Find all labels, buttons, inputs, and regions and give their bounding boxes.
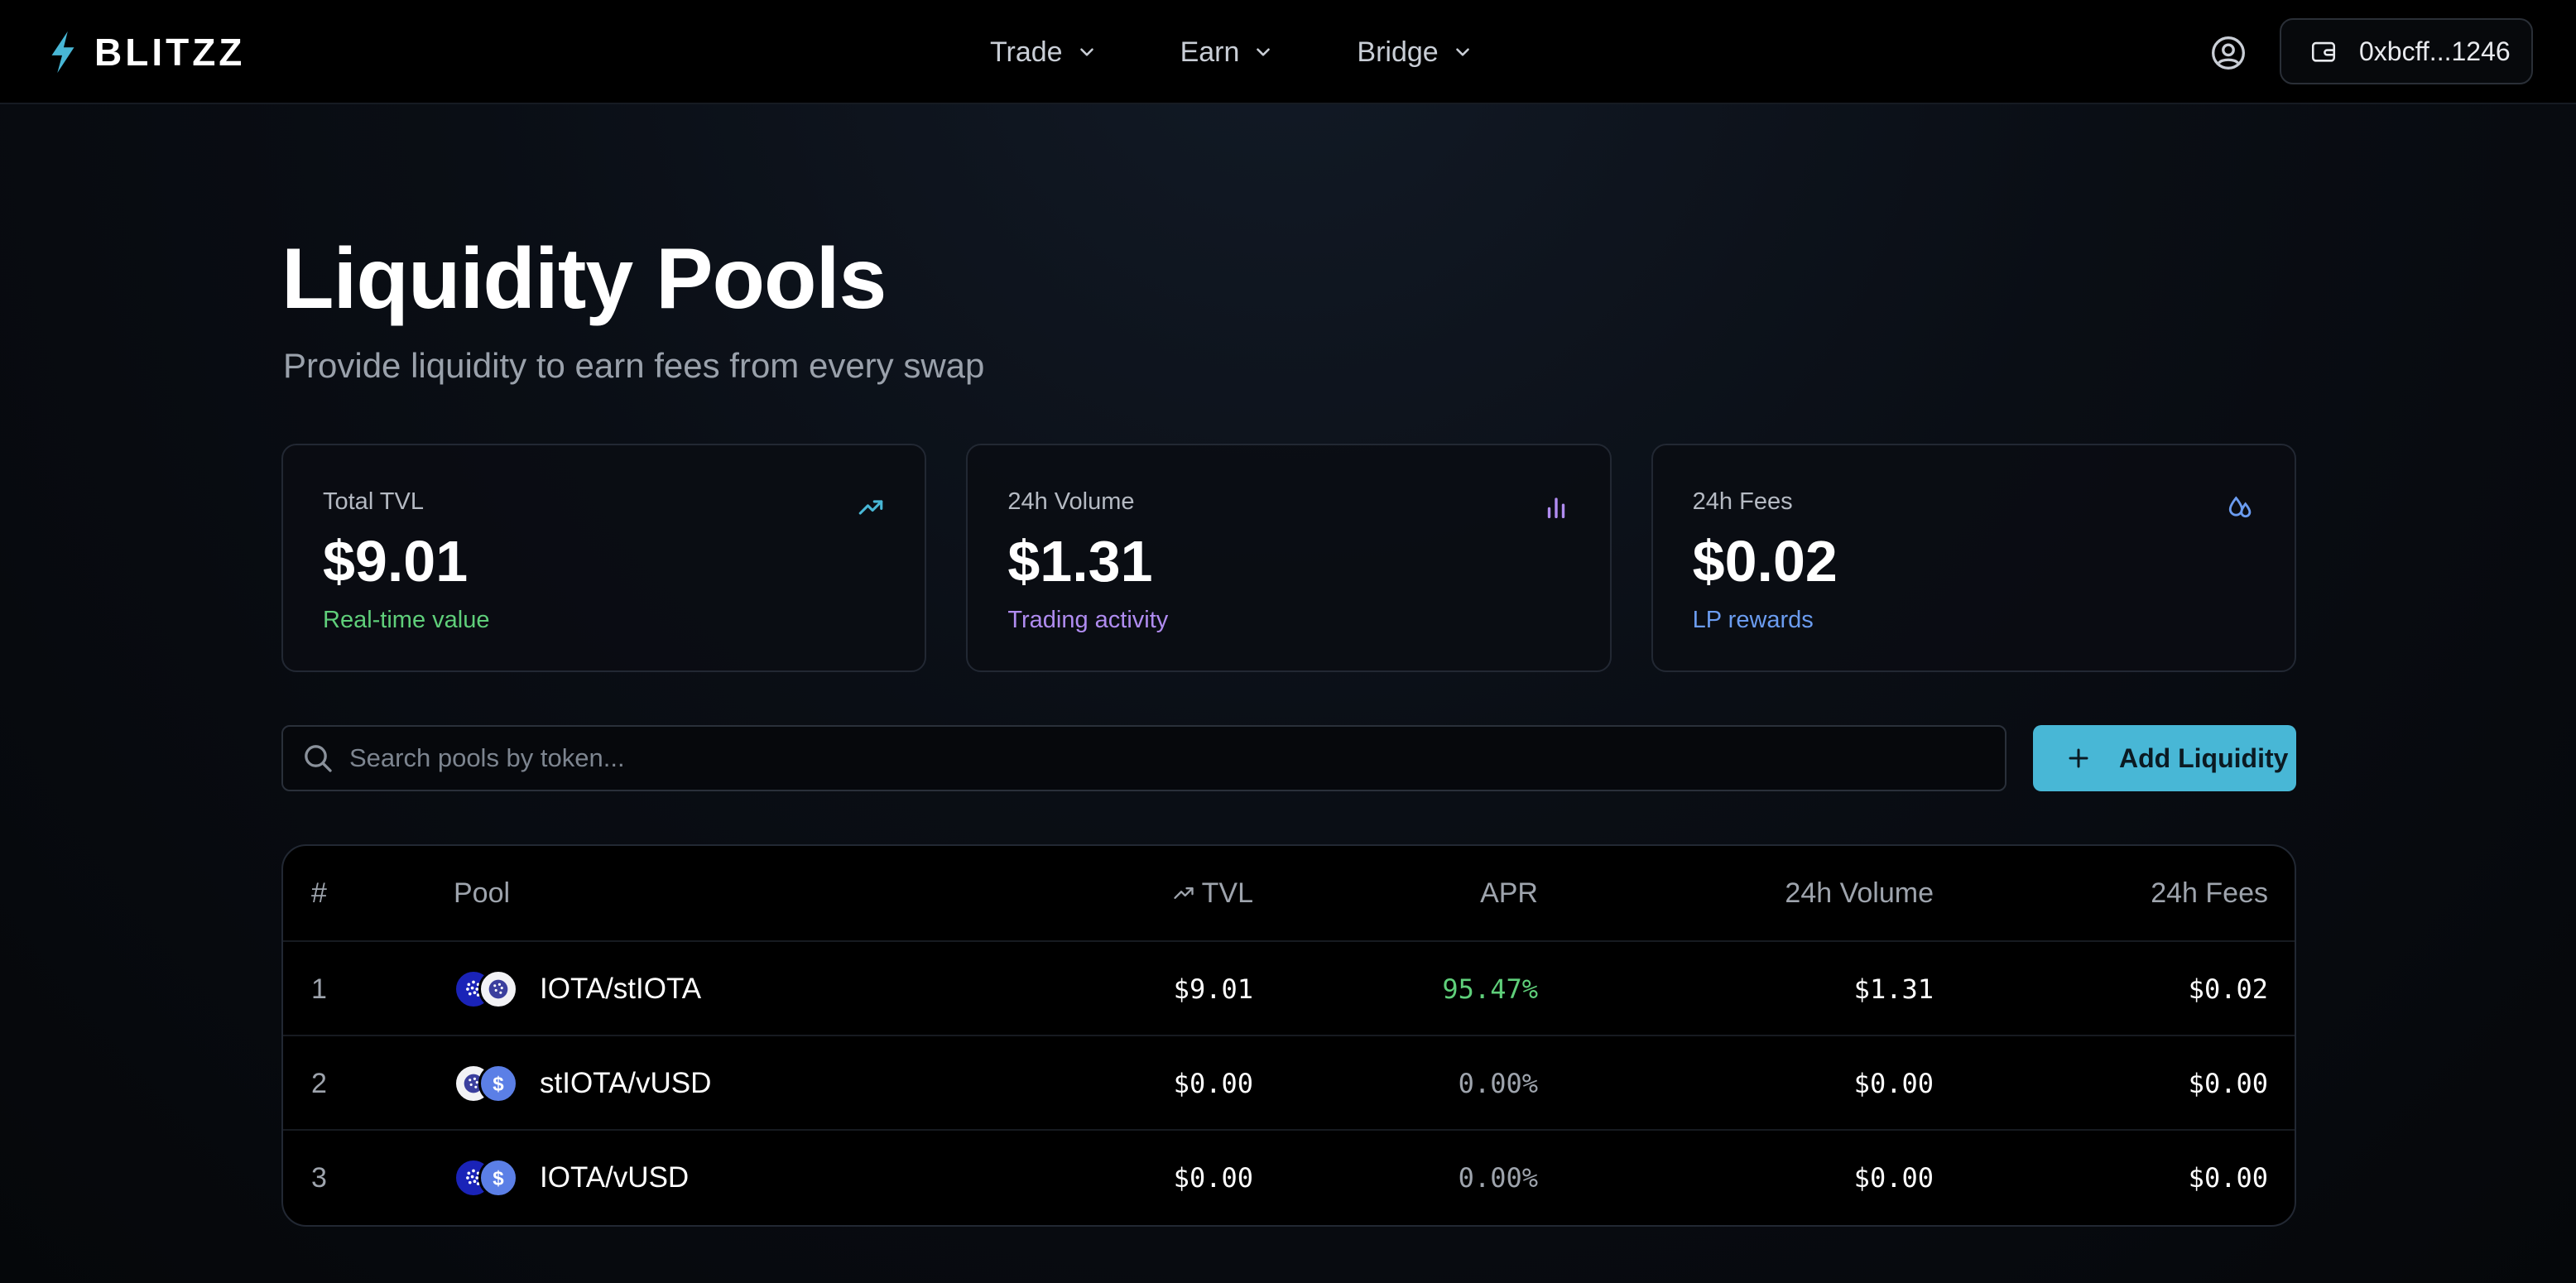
top-navbar: BLITZZ Trade Earn Bridge 0xbcff...1246 [0,0,2576,104]
apr-value: 0.00% [1458,1162,1538,1194]
table-row[interactable]: 2 $ stIOTA/vUSD $0.00 0.00% $0.00 $0.00 [283,1035,2295,1129]
search-bar [281,725,2006,791]
pool-token-icons: $ [454,1157,523,1199]
nav-bridge[interactable]: Bridge [1357,36,1473,69]
svg-text:$: $ [493,1074,504,1096]
main-nav: Trade Earn Bridge [990,30,1556,74]
stat-value: $1.31 [1007,529,1153,593]
col-header-pool[interactable]: Pool [454,877,511,909]
search-input[interactable] [349,733,1922,783]
fees-value: $0.00 [2188,1162,2268,1194]
brand-logo[interactable]: BLITZZ [46,28,245,76]
tvl-value: $0.00 [1173,1162,1253,1194]
apr-value: 0.00% [1458,1068,1538,1099]
stat-label: Total TVL [323,488,424,515]
stat-card-volume: 24h Volume $1.31 Trading activity [966,444,1612,672]
vusd-token-icon: $ [478,1158,518,1198]
tvl-value: $0.00 [1173,1068,1253,1099]
stat-card-fees: 24h Fees $0.02 LP rewards [1651,444,2296,672]
volume-value: $0.00 [1853,1162,1934,1194]
stat-value: $9.01 [323,529,469,593]
brand-name: BLITZZ [94,31,246,74]
page-title: Liquidity Pools [281,231,887,327]
stat-label: 24h Volume [1007,488,1135,515]
add-liquidity-button[interactable]: Add Liquidity [2033,725,2296,791]
nav-trade[interactable]: Trade [990,36,1098,69]
page-subtitle: Provide liquidity to earn fees from ever… [283,346,985,385]
svg-text:$: $ [493,1168,504,1190]
vusd-token-icon: $ [478,1064,518,1103]
stat-label: 24h Fees [1692,488,1793,515]
col-header-num: # [311,877,327,909]
nav-bridge-label: Bridge [1357,36,1439,68]
wallet-icon [2311,41,2336,62]
stat-note: Real-time value [323,607,490,633]
add-liquidity-label: Add Liquidity [2119,742,2289,773]
stat-card-tvl: Total TVL $9.01 Real-time value [281,444,927,672]
user-circle-icon [2212,36,2245,70]
col-header-apr[interactable]: APR [1480,877,1538,909]
droplets-icon [2228,496,2252,518]
apr-value: 95.47% [1442,973,1538,1005]
nav-trade-label: Trade [990,36,1063,68]
stat-note: Trading activity [1007,607,1169,633]
pool-token-icons: $ [454,1063,523,1104]
pool-name: stIOTA/vUSD [540,1067,712,1099]
table-row[interactable]: 3 $ IOTA/vUSD $0.00 0.00% $0.00 $0.00 [283,1129,2295,1223]
nav-earn-label: Earn [1180,36,1240,68]
wallet-button[interactable]: 0xbcff...1246 [2280,18,2533,84]
table-header: # Pool TVL APR 24h Volume 24h Fees [283,846,2295,940]
stat-note: LP rewards [1692,607,1814,633]
pool-cell: $ IOTA/vUSD [454,1131,689,1225]
chevron-down-icon [1079,48,1093,56]
stats-cards: Total TVL $9.01 Real-time value 24h Volu… [281,444,2296,672]
trending-up-icon [1173,887,1194,899]
col-header-volume[interactable]: 24h Volume [1785,877,1934,909]
tvl-value: $9.01 [1173,973,1253,1005]
plus-icon [2069,748,2088,768]
chevron-down-icon [1455,48,1469,56]
volume-value: $1.31 [1853,973,1934,1005]
trending-up-icon [859,500,883,515]
pool-cell: IOTA/stIOTA [454,942,701,1036]
fees-value: $0.00 [2188,1068,2268,1099]
account-button[interactable] [2207,31,2250,74]
pool-name: IOTA/vUSD [540,1161,690,1194]
stiota-token-icon [478,969,518,1009]
stat-value: $0.02 [1692,529,1838,593]
lightning-bolt-icon [51,31,74,74]
row-number: 1 [311,973,327,1005]
nav-earn[interactable]: Earn [1180,36,1275,69]
bar-chart-icon [1547,497,1564,519]
pools-table: # Pool TVL APR 24h Volume 24h Fees 1 IO [281,844,2296,1227]
col-header-tvl[interactable]: TVL [1172,846,1253,940]
chevron-down-icon [1257,48,1271,56]
fees-value: $0.02 [2188,973,2268,1005]
pool-name: IOTA/stIOTA [540,973,702,1005]
row-number: 3 [311,1161,327,1194]
row-number: 2 [311,1067,327,1099]
col-header-tvl-label: TVL [1201,877,1253,909]
volume-value: $0.00 [1853,1068,1934,1099]
col-header-fees[interactable]: 24h Fees [2151,877,2268,909]
pool-token-icons [454,968,523,1010]
pool-cell: $ stIOTA/vUSD [454,1036,711,1131]
wallet-address: 0xbcff...1246 [2359,36,2511,66]
search-icon [305,745,332,772]
table-row[interactable]: 1 IOTA/stIOTA $9.01 95.47% $1.31 $0.02 [283,940,2295,1035]
